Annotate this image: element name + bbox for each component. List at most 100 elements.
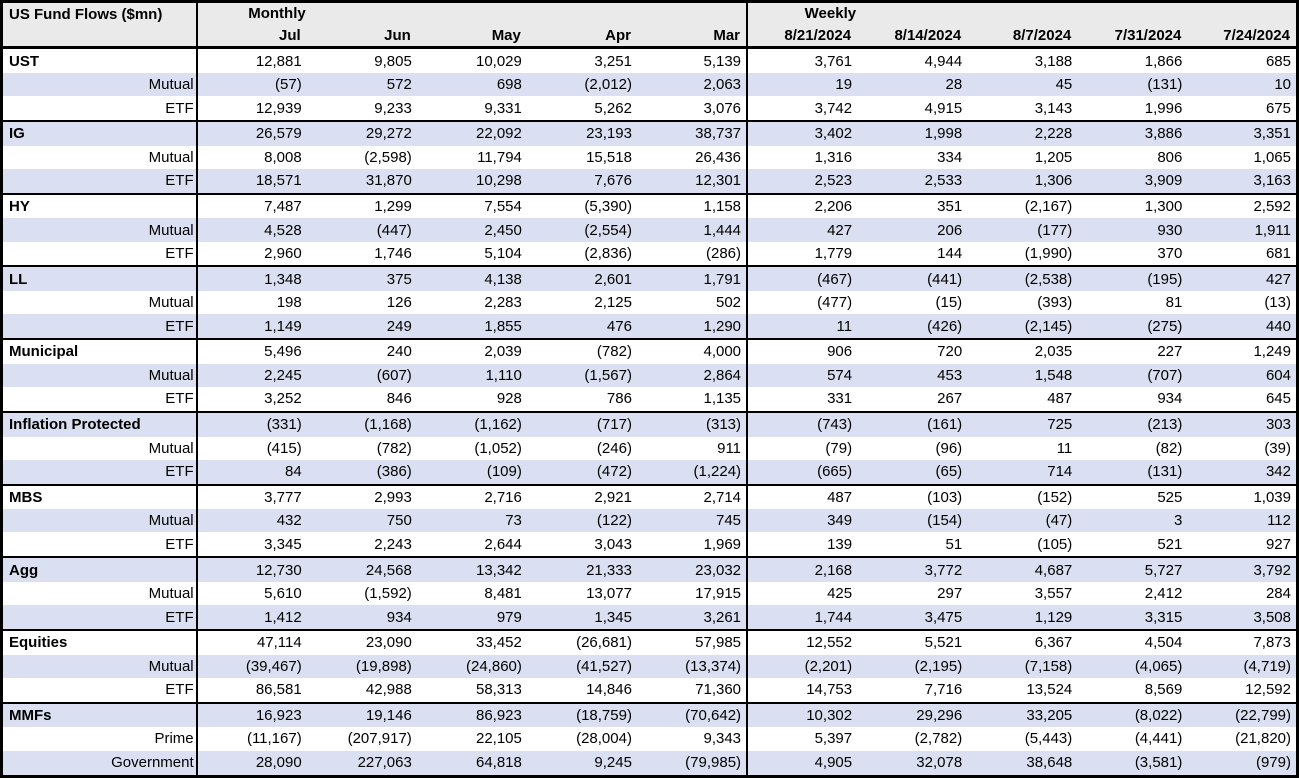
value-cell: 1,791 xyxy=(636,265,748,292)
value-cell: 112 xyxy=(1187,509,1298,533)
value-cell: 71,360 xyxy=(695,681,742,699)
value-cell: (1,168) xyxy=(306,410,417,437)
value-cell: 297 xyxy=(937,585,963,603)
value-cell: 5,496 xyxy=(196,338,307,364)
value-cell: 64,818 xyxy=(416,750,527,777)
value-cell: (26,681) xyxy=(526,628,637,655)
value-cell: (22,799) xyxy=(1187,701,1298,728)
value-cell: (2,782) xyxy=(914,730,963,748)
value-cell: (477) xyxy=(746,291,858,315)
value-cell: 31,870 xyxy=(306,168,417,194)
header-spacer xyxy=(1187,1,1298,25)
value-cell: 3,188 xyxy=(967,46,1078,74)
value-cell: 14,846 xyxy=(586,681,632,699)
value-cell: 1,996 xyxy=(1144,99,1183,117)
value-cell: 227,063 xyxy=(306,750,417,777)
value-cell: 934 xyxy=(306,605,417,630)
value-cell: 38,737 xyxy=(636,119,748,146)
row-label: Inflation Protected xyxy=(1,410,198,437)
value-cell: (717) xyxy=(526,410,637,437)
value-cell: 198 xyxy=(276,294,302,312)
value-cell: 18,571 xyxy=(196,168,307,194)
value-cell: 3,475 xyxy=(857,605,968,630)
value-cell: 906 xyxy=(746,338,858,364)
value-cell: 432 xyxy=(196,509,307,533)
sub-row: Mutual 198 126 2,283 2,125 502 (477) (15) (393) 8… xyxy=(1,291,1298,315)
value-cell: (65) xyxy=(857,459,968,485)
section-row-equities: Equities 47,114 23,090 33,452 (26,681) 57,985… xyxy=(1,628,1298,655)
value-cell: 1,300 xyxy=(1077,192,1188,219)
value-cell: (18,759) xyxy=(526,701,637,728)
header-spacer xyxy=(526,1,637,25)
value-cell: 23,193 xyxy=(526,119,637,146)
sub-row: ETF 18,571 31,870 10,298 7,676 12,301 2,523 2,5… xyxy=(1,168,1298,194)
value-cell: 681 xyxy=(1265,245,1291,263)
value-cell: 3,508 xyxy=(1187,605,1298,630)
value-cell: 476 xyxy=(526,314,637,340)
value-cell: 1,412 xyxy=(196,605,307,630)
value-cell: (8,022) xyxy=(1077,701,1188,728)
value-cell: (782) xyxy=(526,338,637,364)
value-cell: 1,205 xyxy=(1034,148,1073,166)
value-cell: (152) xyxy=(967,483,1078,510)
row-label: HY xyxy=(1,192,198,219)
value-cell: 16,923 xyxy=(196,701,307,728)
value-cell: (21,820) xyxy=(1235,730,1291,748)
value-cell: (122) xyxy=(526,509,637,533)
header-spacer xyxy=(967,1,1078,25)
value-cell: 3,777 xyxy=(196,483,307,510)
value-cell: (2,145) xyxy=(967,314,1078,340)
value-cell: (2,836) xyxy=(584,245,632,263)
value-cell: 84 xyxy=(196,459,307,485)
value-cell: 12,301 xyxy=(636,168,748,194)
value-cell: 453 xyxy=(857,363,968,388)
row-label: ETF xyxy=(1,96,198,121)
value-cell: 5,139 xyxy=(636,46,748,74)
value-cell: 3,351 xyxy=(1187,119,1298,146)
value-cell: 23,090 xyxy=(306,628,417,655)
value-cell: 9,245 xyxy=(526,750,637,777)
value-cell: 2,993 xyxy=(306,483,417,510)
sub-row: ETF 1,412 934 979 1,345 3,261 1,744 3,475 1,129 3… xyxy=(1,605,1298,630)
value-cell: (1,052) xyxy=(474,439,522,457)
column-header-week-5: 7/24/2024 xyxy=(1187,24,1298,48)
value-cell: (607) xyxy=(306,363,417,388)
value-cell: 19,146 xyxy=(306,701,417,728)
value-cell: (15) xyxy=(935,294,963,312)
value-cell: 3 xyxy=(1077,509,1188,533)
value-cell: 3,043 xyxy=(594,535,632,553)
value-cell: 227 xyxy=(1077,338,1188,364)
value-cell: 12,730 xyxy=(196,556,307,582)
value-cell: (393) xyxy=(1037,294,1073,312)
value-cell: (131) xyxy=(1077,73,1188,97)
value-cell: 521 xyxy=(1157,535,1183,553)
column-header-week-2: 8/14/2024 xyxy=(857,24,968,48)
column-header-mar: Mar xyxy=(636,24,748,48)
value-cell: 47,114 xyxy=(196,628,307,655)
value-cell: 1,911 xyxy=(1187,218,1298,242)
value-cell: 14,753 xyxy=(746,677,858,703)
value-cell: 9,331 xyxy=(484,99,522,117)
value-cell: 1,866 xyxy=(1077,46,1188,74)
value-cell: 4,000 xyxy=(636,338,748,364)
value-cell: (246) xyxy=(596,439,632,457)
value-cell: 745 xyxy=(636,509,748,533)
sub-row: Mutual 8,008 (2,598) 11,794 15,518 26,436 1,31… xyxy=(1,145,1298,169)
value-cell: 11 xyxy=(1056,439,1073,457)
value-cell: 2,168 xyxy=(746,556,858,582)
value-cell: 3,261 xyxy=(636,605,748,630)
value-cell: 22,105 xyxy=(475,730,522,748)
value-cell: (665) xyxy=(746,459,858,485)
value-cell: 206 xyxy=(857,218,968,242)
section-row-ll: LL 1,348 375 4,138 2,601 1,791 (467) (441) (2,53… xyxy=(1,265,1298,292)
value-cell: (441) xyxy=(857,265,968,292)
row-label: ETF xyxy=(1,168,198,194)
value-cell: (7,158) xyxy=(967,654,1078,678)
row-label: Prime xyxy=(1,727,198,751)
value-cell: (331) xyxy=(196,410,307,437)
value-cell: 17,915 xyxy=(695,585,742,603)
sub-row: ETF 1,149 249 1,855 476 1,290 11 (426) (2,145) (2… xyxy=(1,314,1298,340)
value-cell: 29,272 xyxy=(306,119,417,146)
value-cell: (275) xyxy=(1077,314,1188,340)
value-cell: 4,915 xyxy=(924,99,963,117)
